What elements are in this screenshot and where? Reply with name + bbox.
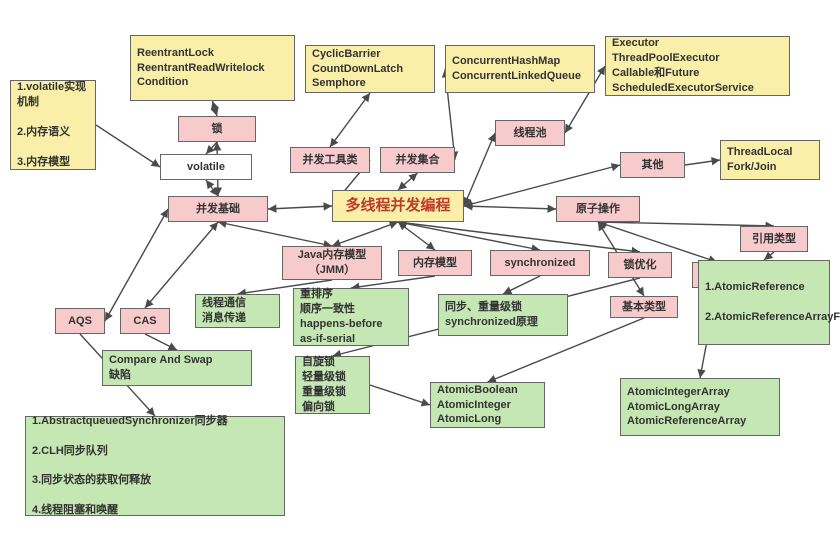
edge-root-collect	[398, 173, 418, 190]
node-memmodel: 内存模型	[398, 250, 472, 276]
node-volatile_n: volatile	[160, 154, 252, 180]
node-aqs: AQS	[55, 308, 105, 334]
node-atomic: 原子操作	[556, 196, 640, 222]
node-pool: 线程池	[495, 120, 565, 146]
node-jmm_det: 线程通信 消息传递	[195, 294, 280, 328]
node-syncdet: 同步、重量级锁 synchronized原理	[438, 294, 568, 336]
edge-barrier_box-tool	[330, 93, 370, 147]
node-volatile3: 1.volatile实现机制 2.内存语义 3.内存模型	[10, 80, 96, 170]
node-threadlocal: ThreadLocal Fork/Join	[720, 140, 820, 180]
node-atomicref: 1.AtomicReference 2.AtomicReferenceArray…	[698, 260, 830, 345]
edge-root-sync	[398, 222, 540, 250]
edge-root-lockopt	[398, 222, 640, 252]
node-cas: CAS	[120, 308, 170, 334]
edge-other-threadlocal	[685, 160, 720, 165]
node-basic: 基本类型	[610, 296, 678, 318]
edge-base-volatile_n	[206, 180, 218, 196]
edge-cas-cas_det	[145, 334, 177, 350]
node-aqs_det: 1.AbstractqueuedSynchronizer同步器 2.CLH同步队…	[25, 416, 285, 516]
edge-root-atomic	[464, 206, 556, 209]
node-base: 并发基础	[168, 196, 268, 222]
edge-sync-syncdet	[503, 276, 540, 294]
node-lock_box: ReentrantLock ReentrantReadWritelock Con…	[130, 35, 295, 101]
node-optdet: 自旋锁 轻量级锁 重量级锁 偏向锁	[295, 356, 370, 414]
edge-lock_box-lock	[213, 101, 218, 116]
node-tool: 并发工具类	[290, 147, 370, 173]
edge-root-jmm	[332, 222, 398, 246]
node-sync: synchronized	[490, 250, 590, 276]
edge-root-memmodel	[398, 222, 435, 250]
node-barrier_box: CyclicBarrier CountDownLatch Semphore	[305, 45, 435, 93]
edge-optdet-atomiclong	[370, 385, 430, 405]
edge-base-jmm	[218, 222, 332, 246]
node-memdet: 重排序 顺序一致性 happens-before as-if-serial	[293, 288, 409, 346]
node-root: 多线程并发编程	[332, 190, 464, 222]
diagram-canvas: 多线程并发编程 ReentrantLock ReentrantReadWritel…	[0, 0, 840, 542]
edge-root-pool	[464, 133, 495, 206]
node-ref: 引用类型	[740, 226, 808, 252]
node-jmm: Java内存模型 （JMM）	[282, 246, 382, 280]
edge-ref-atomicref	[764, 252, 774, 260]
node-atomicarr: AtomicIntegerArray AtomicLongArray Atomi…	[620, 378, 780, 436]
node-lockopt: 锁优化	[608, 252, 672, 278]
node-exec_box: Executor ThreadPoolExecutor Callable和Fut…	[605, 36, 790, 96]
node-cas_det: Compare And Swap 缺陷	[102, 350, 252, 386]
node-coll_box: ConcurrentHashMap ConcurrentLinkedQueue	[445, 45, 595, 93]
edge-lock-volatile_n	[206, 142, 217, 154]
edge-base-aqs	[105, 209, 168, 321]
node-other: 其他	[620, 152, 685, 178]
node-atomiclong: AtomicBoolean AtomicInteger AtomicLong	[430, 382, 545, 428]
node-collect: 并发集合	[380, 147, 455, 173]
node-lock: 锁	[178, 116, 256, 142]
edge-root-base	[268, 206, 332, 209]
edge-volatile3-volatile_n	[96, 125, 160, 167]
